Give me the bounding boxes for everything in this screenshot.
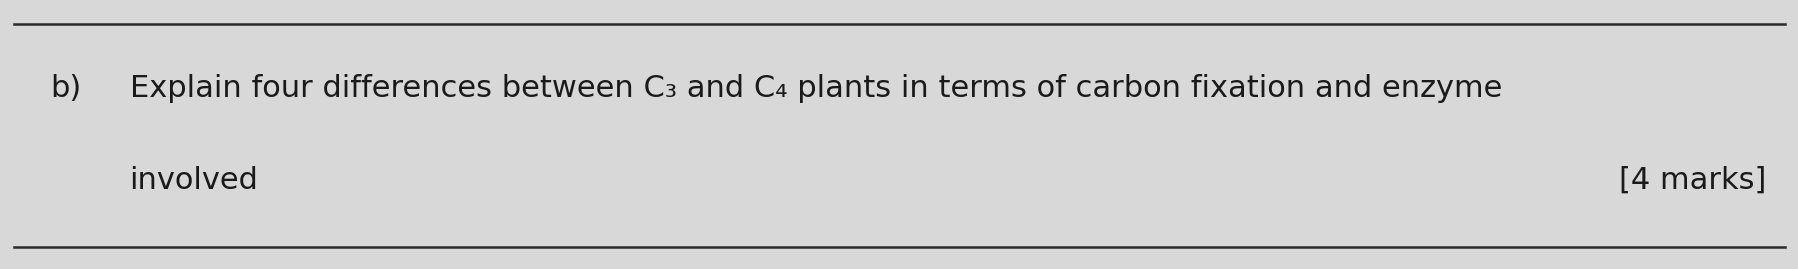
Text: b): b) — [50, 74, 81, 103]
Text: involved: involved — [129, 166, 259, 195]
Text: Explain four differences between C₃ and C₄ plants in terms of carbon fixation an: Explain four differences between C₃ and … — [129, 74, 1501, 103]
Text: [4 marks]: [4 marks] — [1618, 166, 1766, 195]
